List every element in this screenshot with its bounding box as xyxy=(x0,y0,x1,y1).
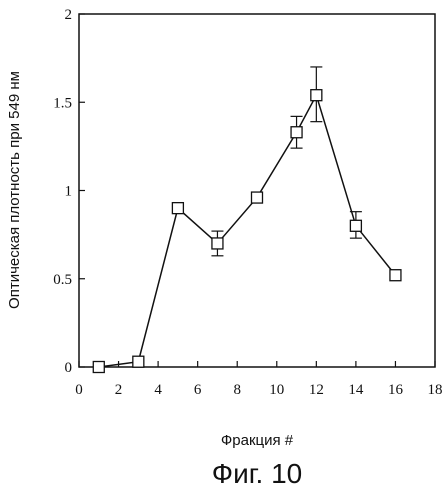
y-axis-label: Оптическая плотность при 549 нм xyxy=(6,71,23,309)
x-tick-label: 4 xyxy=(154,382,162,398)
x-tick-label: 0 xyxy=(75,382,83,398)
data-point xyxy=(172,203,183,214)
data-point xyxy=(133,356,144,367)
y-tick-label: 1 xyxy=(65,184,73,200)
data-point xyxy=(311,90,322,101)
axis-ticks xyxy=(79,14,435,367)
x-tick-label: 6 xyxy=(194,382,202,398)
x-tick-label: 18 xyxy=(428,382,443,398)
data-point xyxy=(291,127,302,138)
y-tick-label: 1.5 xyxy=(53,95,72,111)
x-tick-label: 16 xyxy=(388,382,404,398)
x-tick-label: 12 xyxy=(309,382,324,398)
data-point xyxy=(252,192,263,203)
data-point xyxy=(93,362,104,373)
data-points xyxy=(93,90,401,373)
x-tick-label: 10 xyxy=(269,382,284,398)
x-tick-label: 14 xyxy=(348,382,364,398)
error-bars xyxy=(211,67,361,256)
x-tick-label: 8 xyxy=(233,382,241,398)
data-point xyxy=(212,238,223,249)
x-axis-label: Фракция # xyxy=(221,432,294,449)
y-tick-label: 2 xyxy=(65,7,73,23)
x-tick-labels: 0 2 4 6 8 10 12 14 16 18 xyxy=(75,382,442,398)
x-tick-label: 2 xyxy=(115,382,123,398)
y-tick-label: 0 xyxy=(65,360,73,376)
figure-caption: Фиг. 10 xyxy=(212,458,302,489)
y-tick-label: 0.5 xyxy=(53,272,72,288)
data-point xyxy=(390,270,401,281)
plot-frame xyxy=(79,14,435,367)
y-tick-labels: 0 0.5 1 1.5 2 xyxy=(53,7,72,376)
data-point xyxy=(350,220,361,231)
